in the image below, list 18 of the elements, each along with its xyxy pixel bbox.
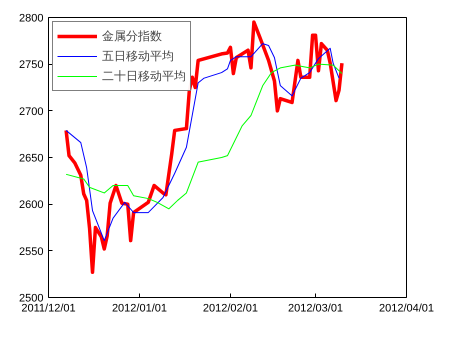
line-series	[64, 20, 344, 274]
x-tick-label: 2011/12/01	[21, 302, 76, 314]
x-tick-label: 2012/01/01	[112, 302, 168, 314]
y-tick-label: 2650	[19, 152, 44, 164]
line-series	[66, 43, 340, 242]
legend-label: 五日移动平均	[102, 48, 174, 64]
y-tick-label: 2550	[19, 246, 44, 258]
x-tick-label: 2012/02/01	[202, 302, 258, 314]
y-tick-label: 2800	[19, 12, 44, 24]
y-tick-label: 2750	[19, 59, 44, 72]
line-series	[66, 64, 342, 210]
x-tick-label: 2012/04/01	[378, 302, 434, 314]
legend-label: 二十日移动平均	[102, 68, 186, 84]
x-tick-label: 2012/03/01	[288, 302, 344, 314]
y-tick-label: 2700	[19, 106, 44, 118]
y-tick-label: 2500	[19, 292, 44, 304]
y-tick-label: 2600	[19, 199, 44, 212]
legend-label: 金属分指数	[102, 28, 162, 44]
